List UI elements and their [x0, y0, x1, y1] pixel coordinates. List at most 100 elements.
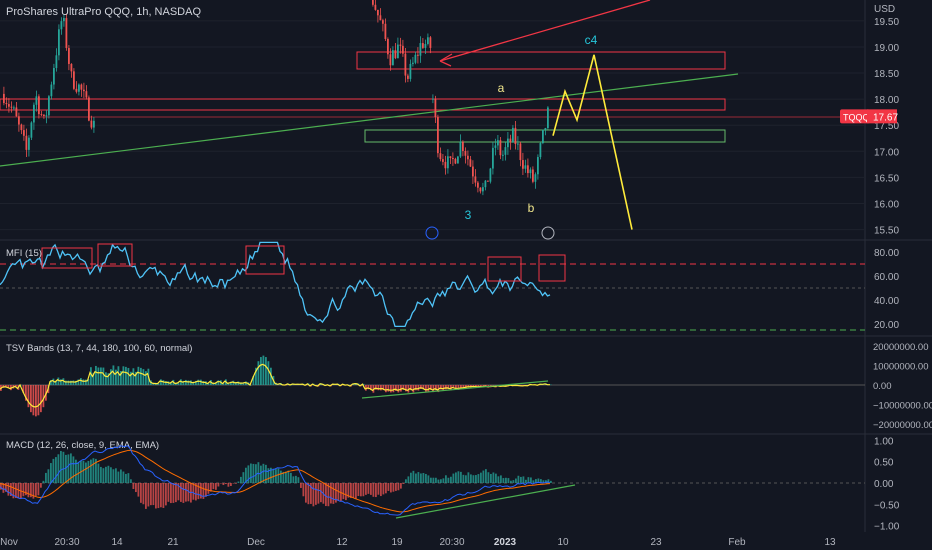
macd-histogram-bar	[497, 476, 500, 483]
tsv-bar	[80, 378, 82, 385]
macd-histogram-bar	[130, 479, 132, 483]
tsv-bar	[110, 369, 112, 385]
tsv-bar	[22, 385, 25, 394]
tsv-bar	[265, 357, 267, 385]
tsv-bar	[410, 385, 412, 391]
candle-body	[382, 20, 384, 24]
macd-histogram-bar	[25, 483, 27, 496]
tsv-bar	[185, 379, 187, 385]
macd-histogram-bar	[280, 470, 282, 483]
tsv-tick-label: 10000000.00	[873, 361, 928, 372]
candle-body	[442, 159, 444, 162]
candle-body	[55, 55, 58, 68]
macd-histogram-bar	[35, 483, 37, 496]
tsv-tick-label: −20000000.00	[873, 420, 932, 431]
macd-histogram-bar	[227, 483, 230, 487]
time-tick-label: 14	[111, 537, 123, 548]
candle-body	[502, 154, 504, 156]
macd-histogram-bar	[37, 483, 40, 496]
macd-histogram-bar	[315, 483, 317, 505]
candle-body	[70, 63, 73, 72]
macd-tick-label: −0.50	[874, 500, 900, 511]
macd-histogram-bar	[232, 483, 235, 484]
tsv-bar	[97, 367, 100, 385]
macd-histogram-bar	[422, 473, 425, 483]
candle-body	[48, 96, 50, 116]
macd-histogram-bar	[442, 478, 445, 483]
tsv-bar	[112, 365, 115, 385]
candle-body	[10, 106, 13, 108]
tsv-bar	[5, 385, 7, 388]
tsv-bar	[550, 384, 552, 386]
tsv-bar	[7, 385, 10, 389]
macd-histogram-bar	[352, 483, 355, 498]
macd-histogram-bar	[230, 483, 232, 487]
tsv-bar	[107, 373, 110, 385]
time-tick-label: 19	[391, 537, 403, 548]
split-marker-icon	[541, 226, 555, 240]
macd-histogram-bar	[327, 483, 330, 507]
candle-body	[484, 180, 487, 188]
macd-histogram-bar	[192, 483, 195, 500]
candle-body	[68, 48, 70, 64]
macd-histogram-bar	[52, 458, 55, 483]
tsv-bar	[375, 385, 377, 390]
arrow-line	[439, 0, 651, 62]
macd-histogram-bar	[135, 483, 137, 493]
tsv-bar	[27, 385, 30, 408]
tsv-bar	[400, 385, 402, 392]
tsv-bar	[170, 382, 172, 385]
tsv-bar	[117, 366, 120, 385]
candle-body	[509, 138, 512, 143]
macd-tick-label: 0.00	[874, 479, 894, 490]
macd-histogram-bar	[325, 483, 327, 507]
macd-histogram-bar	[385, 483, 387, 494]
candle-body	[60, 21, 63, 30]
tsv-bar	[102, 367, 105, 385]
tsv-bar	[427, 385, 430, 392]
candle-body	[412, 62, 414, 64]
candle-body	[462, 141, 464, 151]
tsv-bar	[75, 380, 77, 385]
tsv-bar	[367, 385, 370, 390]
macd-histogram-bar	[27, 483, 30, 498]
candle-body	[45, 115, 48, 117]
time-tick-label: Feb	[728, 537, 746, 548]
macd-histogram-bar	[235, 483, 237, 484]
macd-histogram-bar	[85, 462, 87, 483]
tsv-bar	[142, 369, 145, 385]
tsv-bar	[267, 361, 270, 385]
macd-histogram-bar	[17, 483, 20, 499]
candle-body	[477, 182, 479, 188]
macd-histogram-bar	[155, 483, 157, 509]
candle-body	[13, 107, 15, 109]
tsv-bar	[252, 375, 255, 385]
candle-body	[397, 44, 399, 59]
candle-body	[33, 104, 35, 123]
candle-body	[499, 140, 502, 156]
candle-body	[454, 158, 457, 164]
tsv-bar	[180, 379, 182, 385]
candle-body	[529, 169, 532, 174]
macd-histogram-bar	[267, 468, 270, 483]
macd-histogram-bar	[250, 463, 252, 483]
macd-histogram-bar	[202, 483, 205, 499]
candle-body	[8, 104, 10, 107]
macd-histogram-bar	[392, 483, 395, 492]
candle-body	[494, 145, 497, 148]
macd-histogram-bar	[15, 483, 17, 499]
currency-label: USD	[874, 4, 895, 15]
macd-histogram-bar	[520, 476, 522, 483]
price-tick-label: 19.00	[874, 43, 899, 54]
macd-histogram-bar	[505, 477, 507, 483]
macd-histogram-bar	[212, 483, 215, 490]
macd-histogram-bar	[395, 483, 397, 491]
tsv-bar	[62, 378, 65, 385]
tsv-bar	[390, 385, 392, 393]
macd-histogram-bar	[32, 483, 35, 499]
macd-histogram-bar	[92, 458, 95, 483]
macd-histogram-bar	[370, 483, 372, 495]
tsv-bar	[202, 381, 205, 385]
